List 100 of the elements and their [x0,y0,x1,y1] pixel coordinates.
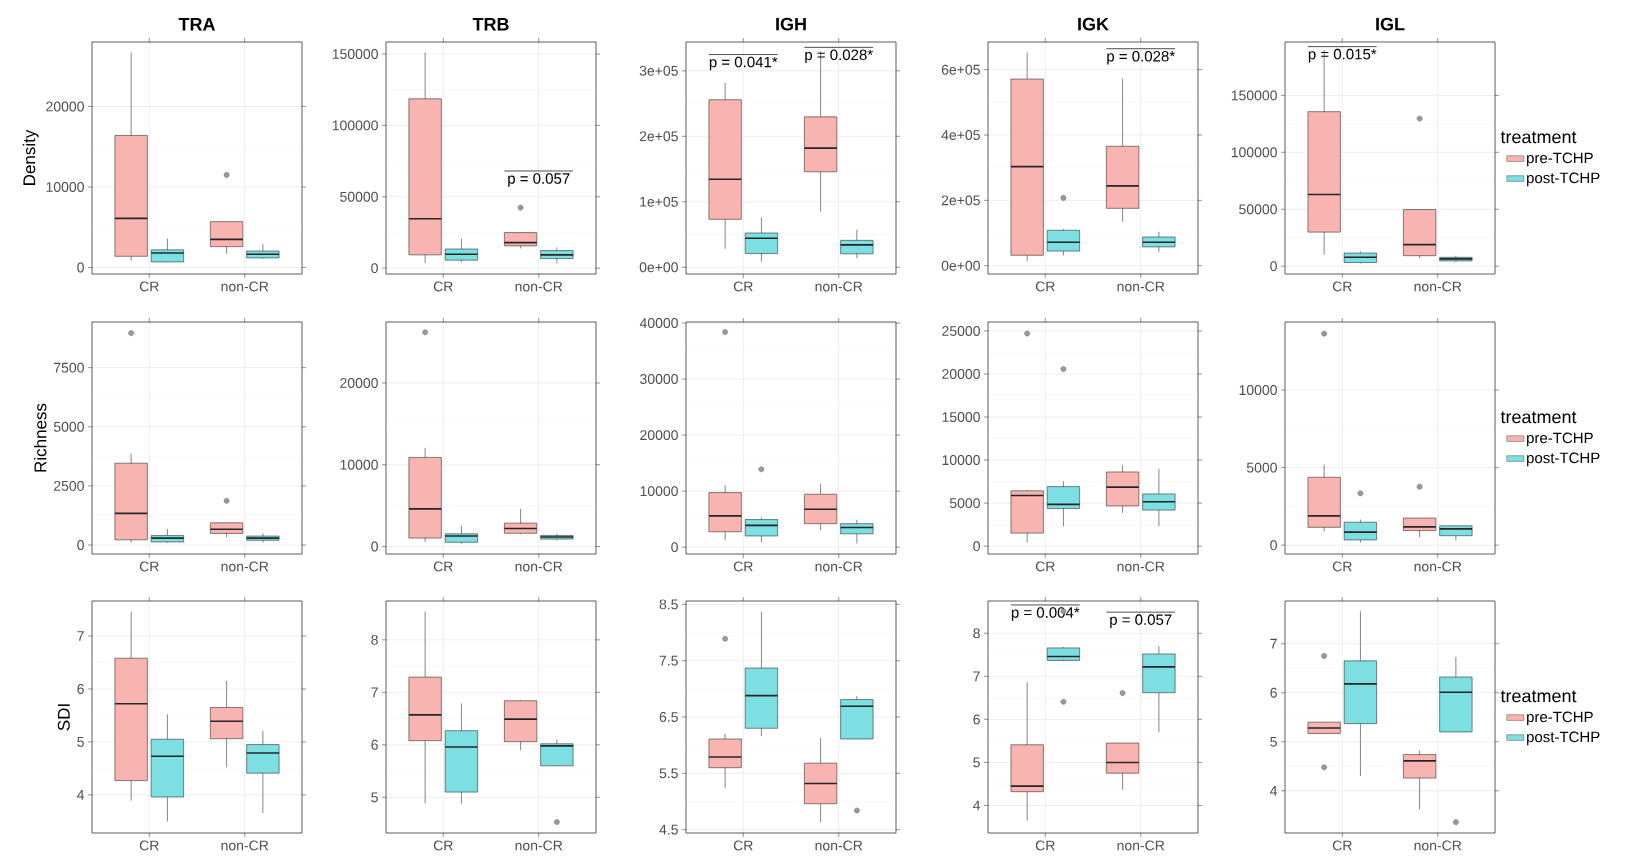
legend-label: post-TCHP [1527,172,1600,187]
x-tick-label: CR [433,281,453,292]
y-tick-label: 20000 [46,101,84,112]
chart-title: TRA [178,18,216,31]
x-tick-label: CR [1035,840,1055,851]
annotation: p = 0.004* [1011,607,1080,621]
y-tick-label: 50000 [1239,204,1277,215]
y-tick-label: 0 [77,540,84,550]
y-axis-title: Density [22,129,39,185]
y-tick-label: 8 [371,634,378,645]
y-tick-label: 0 [671,542,678,553]
y-tick-label: 6 [77,683,84,694]
y-tick-label: 150000 [332,49,378,59]
x-tick-label: non-CR [1414,281,1462,292]
y-tick-label: 5.5 [659,768,678,779]
x-tick-label: CR [1332,840,1352,851]
y-tick-label: 100000 [1231,147,1277,158]
annotation: p = 0.057 [508,173,570,187]
x-tick-label: non-CR [1117,281,1165,292]
y-axis-title: SDI [57,704,70,731]
y-tick-label: 100000 [332,120,378,131]
chart-title: IGH [776,17,806,31]
legend-title: treatment [1500,411,1577,424]
y-tick-label: 0 [77,262,84,273]
y-tick-label: 10000 [46,182,84,192]
y-tick-label: 7 [371,687,378,698]
x-tick-label: non-CR [815,840,863,851]
y-axis-title: Richness [33,403,47,472]
x-tick-label: non-CR [515,840,563,851]
x-tick-label: CR [139,281,159,292]
y-tick-label: 30000 [640,374,678,385]
y-tick-label: 20000 [640,430,678,441]
y-tick-label: 5 [77,737,84,747]
y-tick-label: 0 [371,541,378,552]
x-tick-label: non-CR [1117,840,1165,851]
x-tick-label: non-CR [815,561,863,572]
y-tick-label: 0 [371,263,378,274]
x-tick-label: CR [1035,561,1055,572]
x-tick-label: CR [733,561,753,572]
y-tick-label: 5 [371,792,378,803]
y-tick-label: 8.5 [659,599,678,610]
x-tick-label: CR [733,281,753,292]
y-tick-label: 40000 [639,318,678,329]
y-tick-label: 5 [1270,736,1277,747]
y-tick-label: 5000 [949,498,980,509]
x-tick-label: non-CR [221,561,269,572]
y-tick-label: 50000 [340,191,378,202]
y-tick-label: 7 [77,631,84,641]
legend-label: post-TCHP [1527,452,1600,467]
x-tick-label: non-CR [1117,561,1165,572]
y-tick-label: 6 [1270,687,1277,698]
y-tick-label: 0e+00 [639,262,678,273]
y-tick-label: 2500 [54,480,84,491]
y-tick-label: 7 [973,671,980,682]
annotation: p = 0.028* [1107,50,1175,65]
y-tick-label: 10000 [640,486,678,497]
x-tick-label: non-CR [515,561,563,572]
legend-label: pre-TCHP [1527,711,1593,726]
y-tick-label: 4 [1270,786,1278,796]
x-tick-label: non-CR [1414,561,1462,572]
x-tick-label: non-CR [815,281,863,292]
y-tick-label: 10000 [942,455,980,466]
x-tick-label: CR [1332,281,1352,292]
y-tick-label: 4 [973,800,981,811]
y-tick-label: 6e+05 [941,64,980,75]
y-tick-label: 150000 [1231,90,1277,101]
y-tick-label: 20000 [340,377,378,388]
legend-title: treatment [1500,690,1577,703]
x-tick-label: CR [139,840,159,851]
annotation: p = 0.057 [1110,614,1172,628]
chart-title: IGL [1376,17,1405,31]
chart-title: IGK [1078,17,1109,31]
y-tick-label: 6.5 [659,712,678,722]
x-tick-label: non-CR [221,281,269,292]
legend-title: treatment [1500,131,1577,144]
y-tick-label: 7.5 [659,655,678,666]
x-tick-label: CR [1332,561,1352,572]
y-tick-label: 6 [371,739,378,750]
x-tick-label: CR [433,840,453,851]
y-tick-label: 20000 [942,369,980,379]
y-tick-label: 5 [973,757,980,768]
legend-label: pre-TCHP [1527,432,1593,447]
y-tick-label: 5000 [1246,462,1277,473]
y-tick-label: 1e+05 [640,196,678,207]
y-tick-label: 4.5 [659,824,678,835]
y-tick-label: 0 [1270,540,1277,551]
annotation: p = 0.041* [709,56,778,71]
y-tick-label: 0 [1270,261,1277,272]
x-tick-label: CR [139,561,159,572]
y-tick-label: 10000 [340,459,378,470]
x-tick-label: CR [433,561,453,572]
y-tick-label: 7500 [54,362,84,373]
y-tick-label: 3e+05 [639,65,678,76]
y-tick-label: 10000 [1239,385,1277,396]
y-tick-label: 8 [973,628,980,639]
y-tick-label: 2e+05 [941,195,980,206]
chart-title: TRB [472,18,509,31]
y-tick-label: 5000 [53,421,84,432]
y-tick-label: 2e+05 [639,131,678,142]
y-tick-label: 0 [973,541,980,552]
